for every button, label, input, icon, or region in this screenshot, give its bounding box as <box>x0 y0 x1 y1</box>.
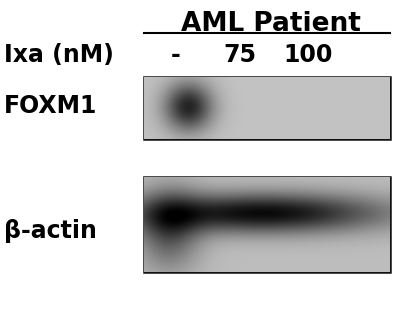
Text: -: - <box>171 43 181 67</box>
Bar <box>144 177 390 272</box>
Text: AML Patient: AML Patient <box>181 11 361 37</box>
Text: β-actin: β-actin <box>4 219 97 243</box>
Text: FOXM1: FOXM1 <box>4 94 97 118</box>
Text: Ixa (nM): Ixa (nM) <box>4 43 114 67</box>
Text: 100: 100 <box>283 43 333 67</box>
Text: 75: 75 <box>224 43 256 67</box>
Bar <box>144 77 390 139</box>
